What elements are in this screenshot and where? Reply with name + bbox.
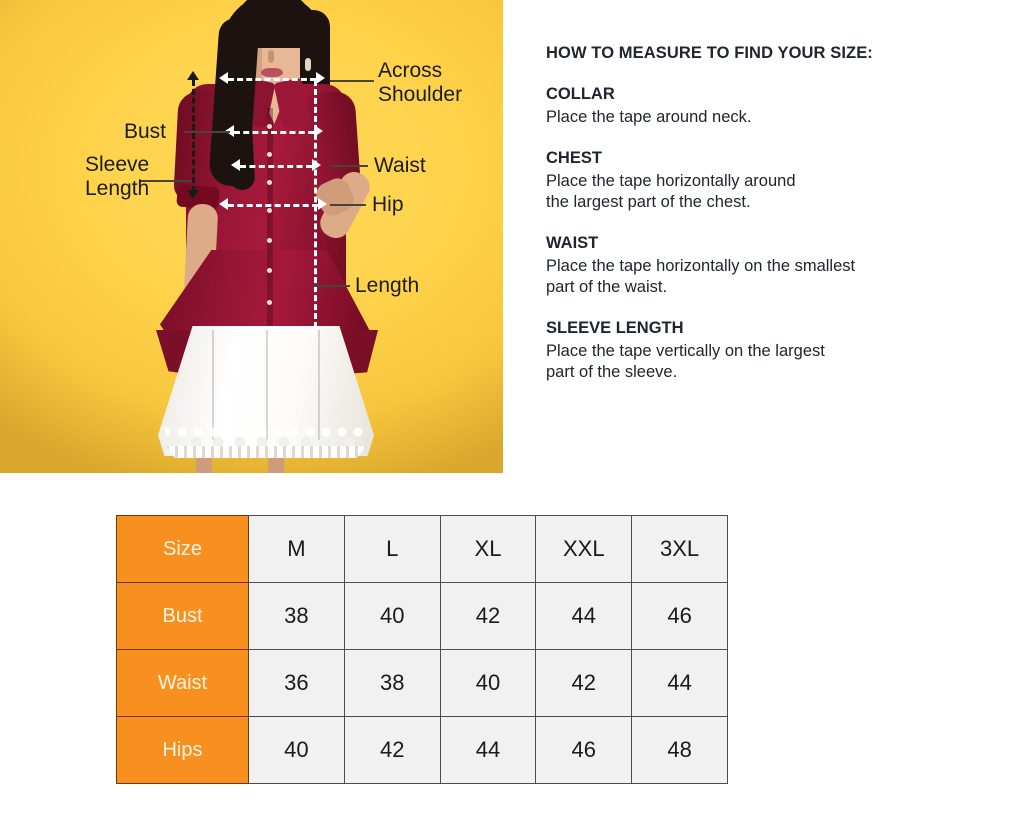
instruction-desc: Place the tape horizontally on the small… <box>546 257 856 296</box>
instruction-term: SLEEVE LENGTH <box>546 319 684 337</box>
measure-instructions: HOW TO MEASURE TO FIND YOUR SIZE: COLLAR… <box>546 44 1016 404</box>
instructions-title: HOW TO MEASURE TO FIND YOUR SIZE: <box>546 44 873 62</box>
instruction-desc: Place the tape horizontally around the l… <box>546 172 796 211</box>
table-row: Waist 36 38 40 42 44 <box>116 649 728 717</box>
cell-hips-3xl: 48 <box>631 716 728 784</box>
table-row: Bust 38 40 42 44 46 <box>116 582 728 650</box>
instruction-block-chest: CHEST Place the tape horizontally around… <box>546 149 1016 213</box>
bust-arrow-right <box>314 125 323 137</box>
earring <box>305 58 311 71</box>
instruction-desc: Place the tape vertically on the largest… <box>546 342 825 381</box>
bust-leader <box>184 131 230 133</box>
cell-waist-xl: 40 <box>439 649 537 717</box>
instruction-block-collar: COLLAR Place the tape around neck. <box>546 85 1016 128</box>
cell-bust-m: 38 <box>248 582 345 650</box>
label-length: Length <box>355 274 420 297</box>
label-hip: Hip <box>372 193 404 216</box>
button-dot <box>267 180 272 185</box>
instruction-term: WAIST <box>546 234 599 252</box>
label-bust: Bust <box>124 120 167 143</box>
instruction-desc: Place the tape around neck. <box>546 108 752 126</box>
sleeve-length-guide <box>192 80 195 192</box>
cell-bust-xxl: 44 <box>535 582 633 650</box>
sleeve-length-leader <box>140 180 192 182</box>
button-dot <box>267 208 272 213</box>
button-dot <box>267 300 272 305</box>
cell-hips-xl: 44 <box>439 716 537 784</box>
cell-size-xl: XL <box>439 515 537 583</box>
skirt-fold <box>318 330 320 440</box>
button-placket <box>267 108 273 330</box>
instruction-block-waist: WAIST Place the tape horizontally on the… <box>546 234 1016 298</box>
row-header-size: Size <box>116 515 249 583</box>
cell-waist-l: 38 <box>343 649 441 717</box>
model-illustration <box>0 0 503 473</box>
waist-leader <box>330 165 368 167</box>
cell-size-3xl: 3XL <box>631 515 728 583</box>
waist-arrow-left <box>231 159 240 171</box>
length-arrow-down <box>308 326 320 335</box>
skirt-fold <box>212 330 214 440</box>
hip-guide <box>228 204 318 207</box>
button-dot <box>267 238 272 243</box>
button-dot <box>267 152 272 157</box>
cell-hips-m: 40 <box>248 716 345 784</box>
nose <box>268 50 274 63</box>
hip-arrow-left <box>219 198 228 210</box>
instruction-term: CHEST <box>546 149 602 167</box>
cell-bust-l: 40 <box>343 582 441 650</box>
cell-waist-xxl: 42 <box>535 649 633 717</box>
length-leader <box>314 285 350 287</box>
size-chart-table: Size M L XL XXL 3XL Bust 38 40 42 44 46 … <box>116 515 728 784</box>
hip-arrow-right <box>318 198 327 210</box>
cell-hips-xxl: 46 <box>535 716 633 784</box>
across-shoulder-leader <box>330 80 374 82</box>
lips <box>261 68 283 77</box>
instruction-block-sleeve-length: SLEEVE LENGTH Place the tape vertically … <box>546 319 1016 383</box>
hip-leader <box>330 204 366 206</box>
cell-waist-3xl: 44 <box>631 649 728 717</box>
row-header-bust: Bust <box>116 582 249 650</box>
label-across-shoulder: Across Shoulder <box>378 59 463 106</box>
bust-guide <box>234 131 314 134</box>
table-row: Hips 40 42 44 46 48 <box>116 716 728 784</box>
label-sleeve-length: Sleeve Length <box>85 153 150 200</box>
row-header-hips: Hips <box>116 716 249 784</box>
cell-hips-l: 42 <box>343 716 441 784</box>
top-section: Across Shoulder Bust Sleeve Length Waist… <box>0 0 1016 473</box>
cell-size-m: M <box>248 515 345 583</box>
cell-bust-xl: 42 <box>439 582 537 650</box>
lace-trim-edge <box>166 446 366 458</box>
sleeve-length-arrow-down <box>187 190 199 199</box>
instruction-term: COLLAR <box>546 85 615 103</box>
across-shoulder-arrow-left <box>219 72 228 84</box>
waist-guide <box>240 165 312 168</box>
cell-waist-m: 36 <box>248 649 345 717</box>
button-dot <box>267 268 272 273</box>
length-guide <box>314 80 317 328</box>
across-shoulder-guide <box>228 78 316 81</box>
across-shoulder-arrow-right <box>316 72 325 84</box>
label-waist: Waist <box>374 154 426 177</box>
sleeve-length-arrow-up <box>187 71 199 80</box>
cell-size-xxl: XXL <box>535 515 633 583</box>
table-row: Size M L XL XXL 3XL <box>116 515 728 583</box>
row-header-waist: Waist <box>116 649 249 717</box>
model-photo-panel: Across Shoulder Bust Sleeve Length Waist… <box>0 0 503 473</box>
cell-size-l: L <box>343 515 441 583</box>
skirt-fold <box>266 330 268 440</box>
cell-bust-3xl: 46 <box>631 582 728 650</box>
button-dot <box>267 124 272 129</box>
